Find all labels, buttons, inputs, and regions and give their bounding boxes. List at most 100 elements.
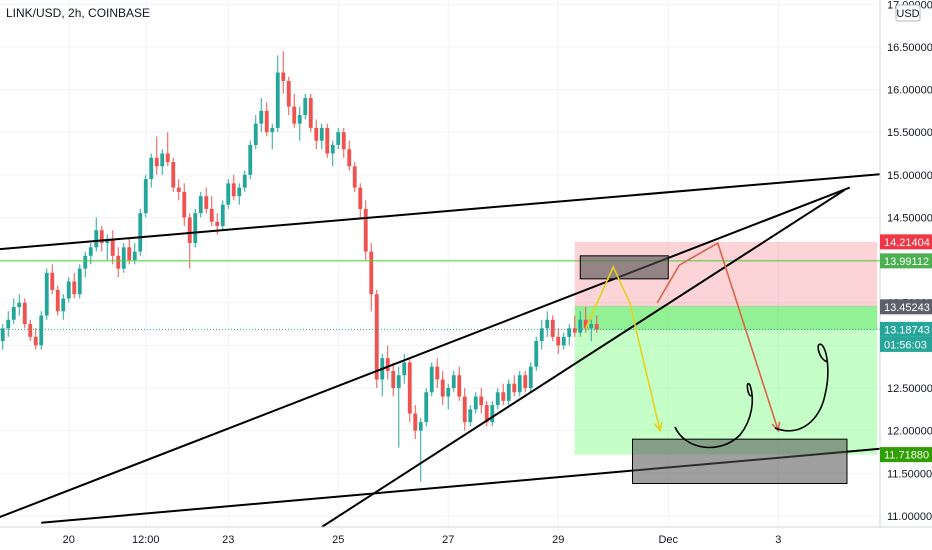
candle-body bbox=[88, 247, 93, 256]
candle-body bbox=[165, 153, 170, 163]
candle-body bbox=[127, 247, 132, 261]
candle-body bbox=[259, 110, 264, 124]
candle-body bbox=[363, 208, 368, 252]
candle-body bbox=[391, 370, 396, 389]
candle-body bbox=[154, 157, 159, 167]
candle-body bbox=[319, 127, 324, 141]
candle-body bbox=[77, 268, 82, 295]
candle-body bbox=[83, 255, 88, 269]
x-tick-label: 25 bbox=[332, 534, 344, 546]
candle-body bbox=[572, 328, 577, 333]
candle-body bbox=[402, 362, 407, 376]
candle-body bbox=[187, 217, 192, 244]
y-tick-label: 16.50000 bbox=[887, 42, 932, 54]
candle-body bbox=[264, 110, 269, 133]
handdrawn-curve-2 bbox=[774, 343, 829, 432]
drawings-layer bbox=[0, 172, 883, 528]
candle-body bbox=[17, 302, 22, 307]
chart-title: LINK/USD, 2h, COINBASE bbox=[6, 6, 150, 20]
candle-body bbox=[11, 306, 16, 320]
candle-body bbox=[523, 375, 528, 389]
price-badge-label: 11.71880 bbox=[884, 450, 929, 462]
candle-body bbox=[6, 319, 11, 329]
price-badge bbox=[880, 253, 932, 269]
candle-body bbox=[231, 183, 236, 197]
candle-body bbox=[341, 132, 346, 150]
price-badge bbox=[880, 299, 932, 315]
candle-body bbox=[270, 127, 275, 133]
candle-body bbox=[204, 196, 209, 209]
candle-body bbox=[369, 251, 374, 295]
candle-body bbox=[72, 281, 77, 295]
candle-body bbox=[462, 396, 467, 423]
candle-body bbox=[374, 294, 379, 380]
candle-body bbox=[484, 405, 489, 423]
candle-body bbox=[352, 166, 357, 188]
candle-body bbox=[0, 328, 5, 342]
trend-line bbox=[321, 189, 845, 528]
candle-body bbox=[99, 230, 104, 244]
candle-body bbox=[446, 388, 451, 397]
candle-body bbox=[176, 187, 181, 192]
candle-body bbox=[528, 366, 533, 389]
price-badge bbox=[880, 321, 932, 337]
candle-body bbox=[435, 366, 440, 380]
candle-body bbox=[534, 341, 539, 367]
price-badge-label: 13.99112 bbox=[884, 256, 929, 268]
candle-body bbox=[209, 208, 214, 222]
trend-line bbox=[0, 186, 851, 519]
candle-body bbox=[237, 187, 242, 197]
candles-layer bbox=[0, 51, 599, 482]
candle-body bbox=[286, 81, 291, 107]
candle-body bbox=[506, 383, 511, 401]
candle-body bbox=[347, 149, 352, 167]
projection-path-red-head bbox=[771, 421, 781, 433]
candle-body bbox=[39, 315, 44, 346]
price-badge-label: 13.18743 bbox=[884, 324, 930, 336]
currency-button-label[interactable]: USD bbox=[896, 8, 919, 20]
resistance-box bbox=[579, 255, 669, 280]
projection-path-yellow-head bbox=[653, 421, 663, 433]
candle-body bbox=[451, 375, 456, 389]
candle-body bbox=[198, 196, 203, 214]
candle-body bbox=[385, 358, 390, 371]
candle-body bbox=[33, 336, 38, 346]
candle-body bbox=[138, 213, 143, 252]
candle-body bbox=[308, 98, 313, 128]
candle-body bbox=[495, 392, 500, 406]
candle-body bbox=[429, 366, 434, 393]
price-badge bbox=[880, 234, 932, 250]
y-tick-label: 12.00000 bbox=[887, 426, 932, 438]
candle-body bbox=[561, 336, 566, 346]
candle-body bbox=[55, 289, 60, 312]
x-tick-label: 27 bbox=[442, 534, 454, 546]
candle-body bbox=[61, 298, 66, 312]
candle-body bbox=[594, 324, 599, 330]
candle-body bbox=[215, 221, 220, 226]
y-tick-label: 15.50000 bbox=[887, 127, 932, 139]
candle-body bbox=[248, 144, 253, 175]
handdrawn-curve-1 bbox=[674, 382, 754, 449]
candle-body bbox=[121, 247, 126, 269]
candle-body bbox=[116, 255, 121, 269]
candle-body bbox=[226, 183, 231, 205]
candle-body bbox=[556, 336, 561, 346]
candle-body bbox=[160, 153, 165, 167]
candle-body bbox=[457, 375, 462, 397]
projection-path-red bbox=[656, 241, 780, 431]
candle-body bbox=[50, 272, 55, 290]
candle-body bbox=[330, 144, 335, 154]
candle-body bbox=[242, 174, 247, 188]
y-tick-label: 16.00000 bbox=[887, 85, 932, 97]
candle-body bbox=[473, 396, 478, 410]
candle-body bbox=[418, 422, 423, 431]
candle-body bbox=[292, 106, 297, 124]
candle-body bbox=[303, 98, 308, 116]
price-badge bbox=[880, 447, 932, 463]
candle-body bbox=[545, 319, 550, 329]
currency-button[interactable] bbox=[895, 4, 921, 22]
candle-body bbox=[567, 328, 572, 337]
candle-body bbox=[149, 157, 154, 180]
